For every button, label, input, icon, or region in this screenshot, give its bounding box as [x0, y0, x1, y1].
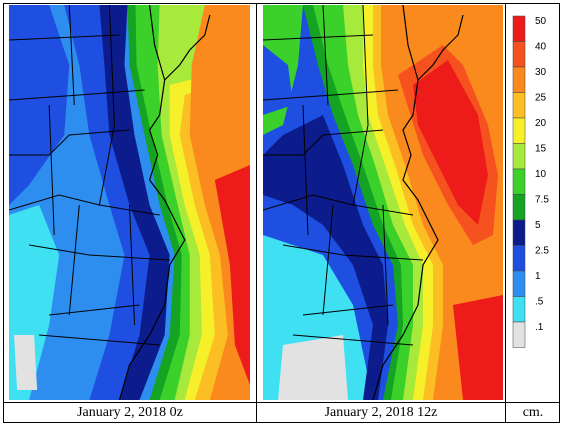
legend-swatch: [512, 143, 526, 170]
legend-swatch: [512, 321, 526, 348]
legend-label: 1: [535, 271, 541, 282]
caption-divider: [3, 402, 560, 403]
legend-swatch: [512, 219, 526, 246]
legend-swatch: [512, 270, 526, 297]
legend-label: 25: [535, 93, 547, 104]
legend-label: .5: [535, 297, 544, 308]
legend-graphic: 50 40 30 25 20 15 10 7.5 5 2.5 1 .5 .1: [512, 15, 549, 348]
legend-swatch: [512, 66, 526, 93]
caption-0z: January 2, 2018 0z: [77, 405, 183, 420]
legend-swatch: [512, 245, 526, 272]
legend-swatch: [512, 168, 526, 195]
legend-label: 10: [535, 169, 547, 180]
legend-label: 50: [535, 16, 547, 27]
legend-label: 30: [535, 67, 547, 78]
legend-swatch: [512, 117, 526, 144]
legend-label: 2.5: [535, 246, 549, 257]
units-label: cm.: [522, 405, 544, 420]
legend-label: 7.5: [535, 195, 549, 206]
legend-swatch: [512, 296, 526, 323]
snow-depth-map-12z: [263, 5, 503, 400]
snow-depth-map-0z: [9, 5, 250, 400]
legend-swatch: [512, 41, 526, 68]
map-12z-graphic: [263, 5, 503, 400]
color-legend: 50 40 30 25 20 15 10 7.5 5 2.5 1 .5 .1: [511, 12, 557, 392]
panel-divider: [256, 3, 257, 423]
legend-divider: [505, 3, 506, 423]
legend-swatch: [512, 15, 526, 42]
legend-label: 40: [535, 42, 547, 53]
legend-swatch: [512, 194, 526, 221]
legend-label: 20: [535, 118, 547, 129]
map-0z-graphic: [9, 5, 250, 400]
legend-label: .1: [535, 322, 544, 333]
legend-swatch: [512, 92, 526, 119]
caption-12z: January 2, 2018 12z: [324, 405, 438, 420]
legend-label: 5: [535, 220, 541, 231]
legend-label: 15: [535, 144, 547, 155]
